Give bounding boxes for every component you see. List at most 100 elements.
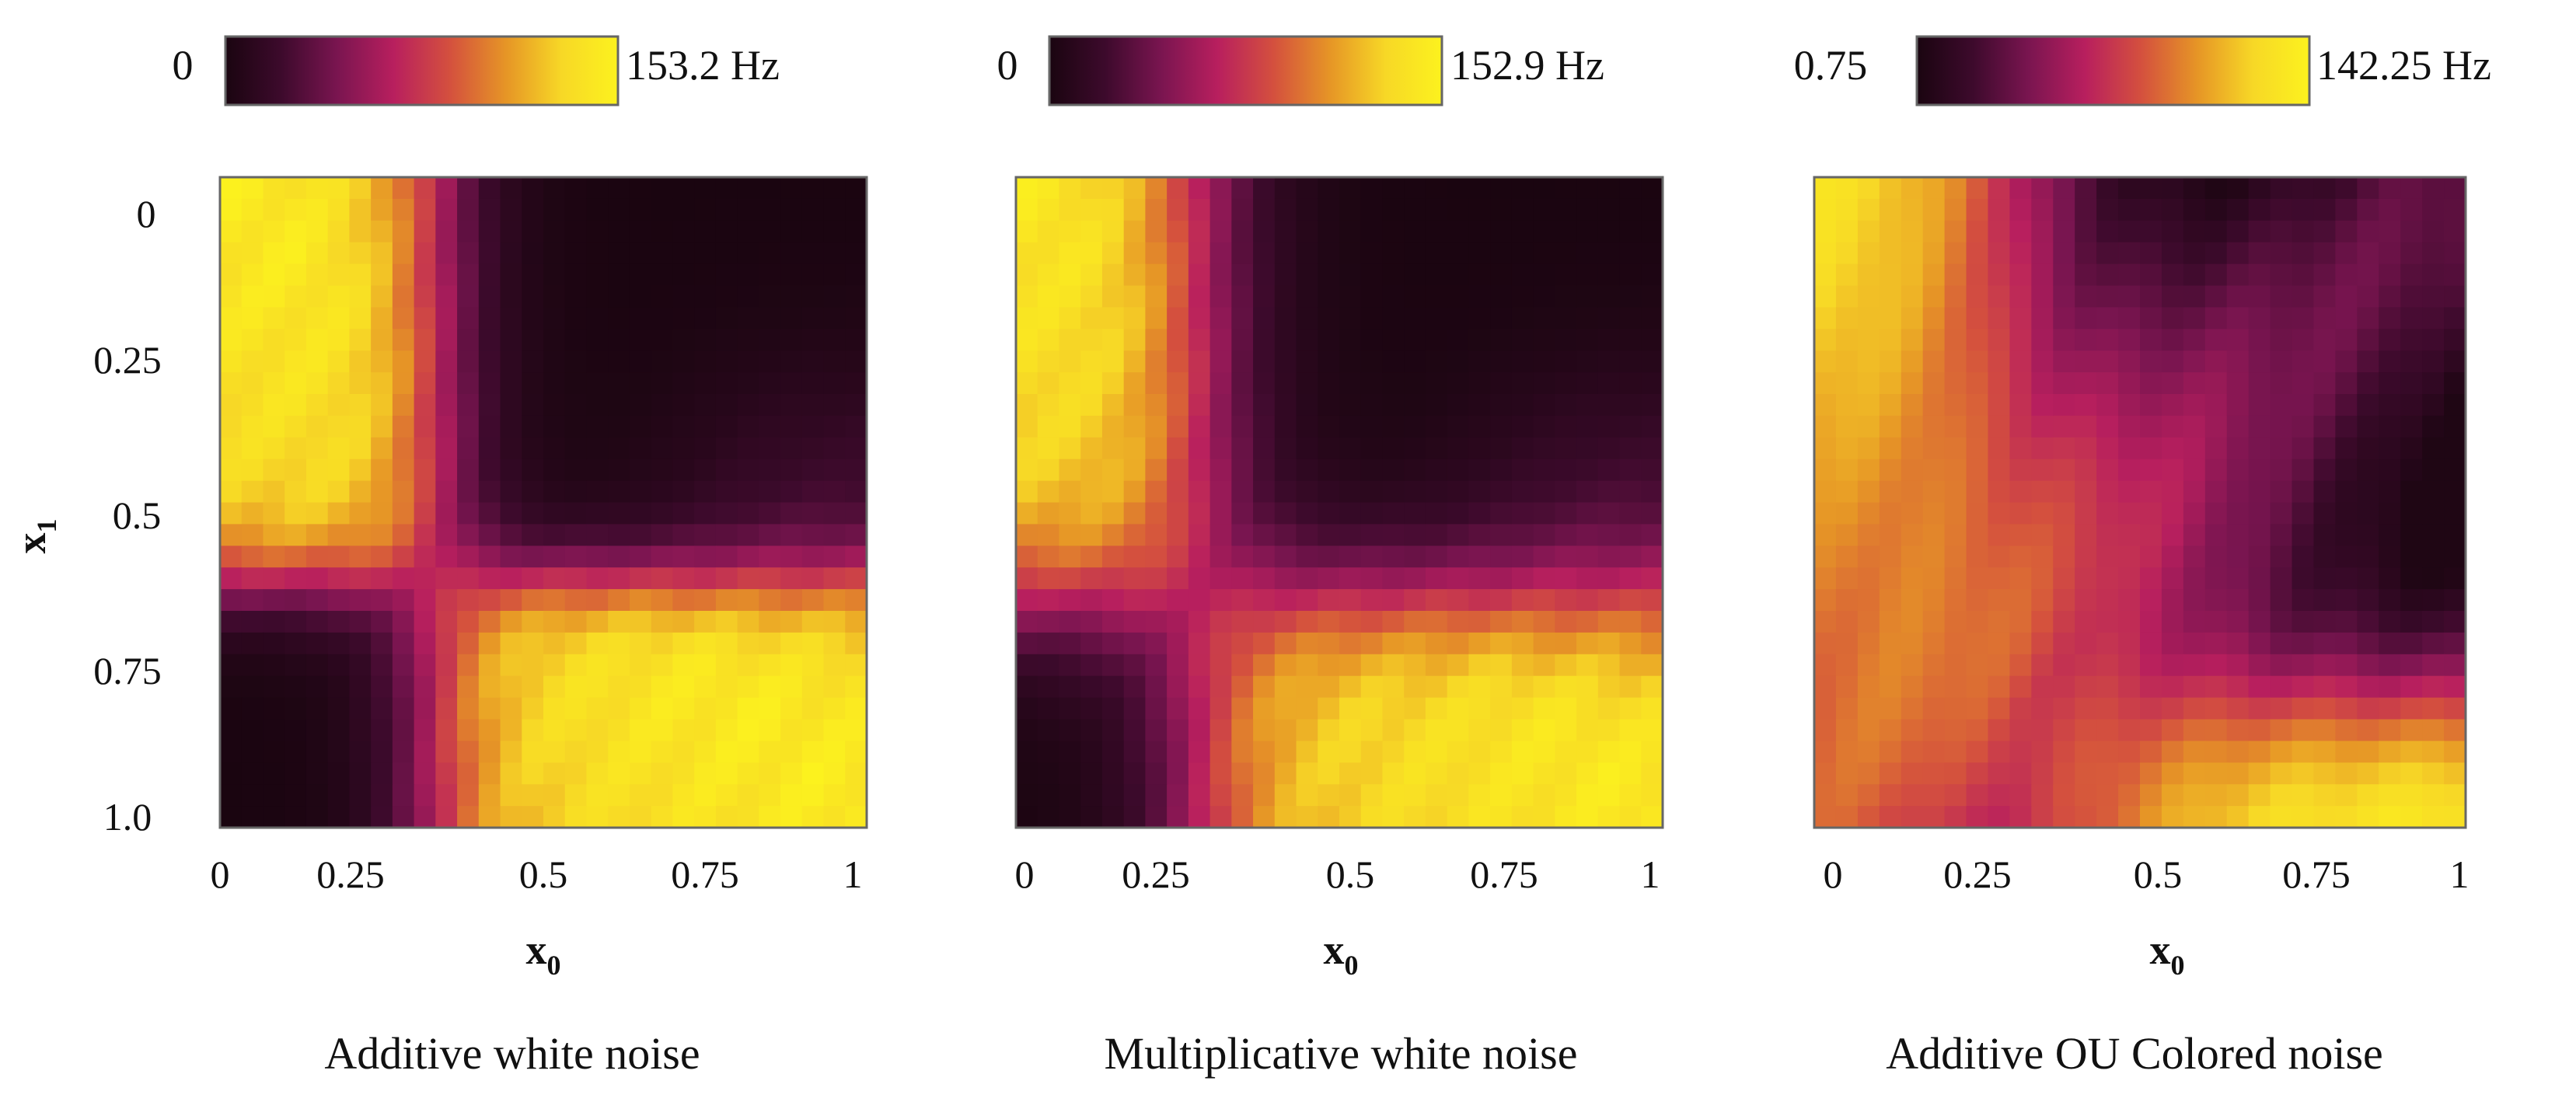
heatmap-cell: [1966, 350, 1989, 373]
heatmap-cell: [1318, 220, 1340, 243]
heatmap-cell: [1037, 394, 1060, 417]
heatmap-cell: [1145, 762, 1168, 785]
heatmap-cell: [1576, 741, 1599, 763]
heatmap-cell: [1597, 372, 1621, 395]
heatmap-cell: [241, 741, 264, 763]
heatmap-cell: [2096, 372, 2119, 395]
heatmap-cell: [2379, 437, 2401, 460]
heatmap-cell: [1145, 263, 1168, 287]
heatmap-cell: [715, 741, 738, 763]
heatmap-cell: [564, 372, 588, 395]
heatmap-cell: [1360, 220, 1384, 243]
heatmap-cell: [220, 762, 243, 785]
heatmap-cell: [1533, 524, 1555, 546]
heatmap-cell: [1360, 654, 1384, 677]
heatmap-cell: [1360, 611, 1384, 633]
heatmap-cell: [241, 589, 264, 612]
heatmap-cell: [2075, 611, 2097, 633]
heatmap-cell: [457, 307, 480, 330]
heatmap-cell: [500, 220, 522, 243]
heatmap-cell: [1253, 394, 1276, 417]
heatmap-cell: [1944, 459, 1967, 482]
heatmap-cell: [2379, 567, 2401, 590]
heatmap-cell: [672, 589, 695, 612]
heatmap-cell: [2204, 632, 2228, 655]
colorbar: 0 152.9 Hz: [997, 35, 1604, 106]
heatmap-cell: [1966, 459, 1989, 482]
heatmap-cell: [1360, 372, 1384, 395]
heatmap-cell: [1641, 567, 1663, 590]
heatmap-cell: [1619, 806, 1642, 828]
heatmap-cell: [2161, 415, 2184, 438]
heatmap-cell: [780, 329, 803, 351]
heatmap-cell: [1814, 242, 1837, 265]
heatmap-cell: [414, 350, 436, 373]
heatmap-cell: [1188, 220, 1211, 243]
heatmap-cell: [1533, 307, 1555, 330]
heatmap-cell: [759, 589, 781, 612]
heatmap-cell: [327, 719, 350, 741]
heatmap-cell: [2379, 502, 2401, 525]
heatmap-cell: [1145, 480, 1168, 504]
heatmap-cell: [845, 437, 867, 460]
heatmap-cell: [1296, 719, 1318, 741]
heatmap-cell: [2226, 741, 2250, 763]
heatmap-cell: [1382, 654, 1405, 677]
heatmap-cell: [1382, 285, 1405, 308]
heatmap-cell: [1274, 437, 1297, 460]
heatmap-cell: [1468, 437, 1491, 460]
heatmap-cell: [1922, 654, 1946, 677]
heatmap-cell: [1425, 263, 1448, 287]
heatmap-cell: [1468, 242, 1491, 265]
heatmap-cell: [263, 611, 285, 633]
heatmap-cell: [2183, 502, 2206, 525]
heatmap-cell: [1037, 242, 1060, 265]
y-tick-label: 1.0: [103, 795, 152, 839]
heatmap-cell: [435, 719, 458, 741]
heatmap-cell: [1511, 719, 1534, 741]
heatmap-cell: [1641, 198, 1663, 221]
heatmap-cell: [1404, 437, 1426, 460]
heatmap-cell: [349, 589, 372, 612]
heatmap-cell: [220, 675, 243, 699]
heatmap-cell: [1966, 480, 1989, 504]
heatmap-cell: [1188, 762, 1211, 785]
heatmap-cell: [2357, 415, 2379, 438]
heatmap-cell: [478, 719, 501, 741]
heatmap-cell: [1490, 394, 1513, 417]
heatmap-cell: [305, 697, 329, 720]
heatmap-cell: [2226, 263, 2250, 287]
heatmap-cell: [780, 546, 803, 568]
heatmap-cell: [1167, 372, 1189, 395]
heatmap-cell: [1425, 480, 1448, 504]
heatmap-cell: [1447, 242, 1469, 265]
heatmap-cell: [2270, 524, 2293, 546]
heatmap-cell: [737, 741, 759, 763]
heatmap-cell: [1922, 697, 1946, 720]
heatmap-cell: [1339, 611, 1362, 633]
heatmap-cell: [1533, 654, 1555, 677]
heatmap-cell: [457, 329, 480, 351]
heatmap-cell: [1619, 198, 1642, 221]
heatmap-cell: [2248, 329, 2271, 351]
heatmap-cell: [1037, 719, 1060, 741]
heatmap-cell: [478, 285, 501, 308]
heatmap-cell: [629, 502, 652, 525]
heatmap-cell: [241, 784, 264, 807]
heatmap-cell: [371, 675, 393, 699]
heatmap-cell: [1145, 415, 1168, 438]
heatmap-cell: [2204, 524, 2228, 546]
heatmap-cell: [564, 762, 588, 785]
heatmap-cell: [284, 632, 307, 655]
heatmap-cell: [1339, 546, 1362, 568]
heatmap-cell: [2031, 719, 2054, 741]
heatmap-cell: [1857, 611, 1880, 633]
heatmap-cell: [1966, 546, 1989, 568]
heatmap-cell: [392, 697, 415, 720]
heatmap-cell: [522, 611, 544, 633]
heatmap-cell: [1167, 177, 1189, 200]
heatmap-cell: [1533, 632, 1555, 655]
heatmap-cell: [1016, 220, 1038, 243]
heatmap-cell: [2009, 263, 2032, 287]
heatmap-cell: [1253, 567, 1276, 590]
